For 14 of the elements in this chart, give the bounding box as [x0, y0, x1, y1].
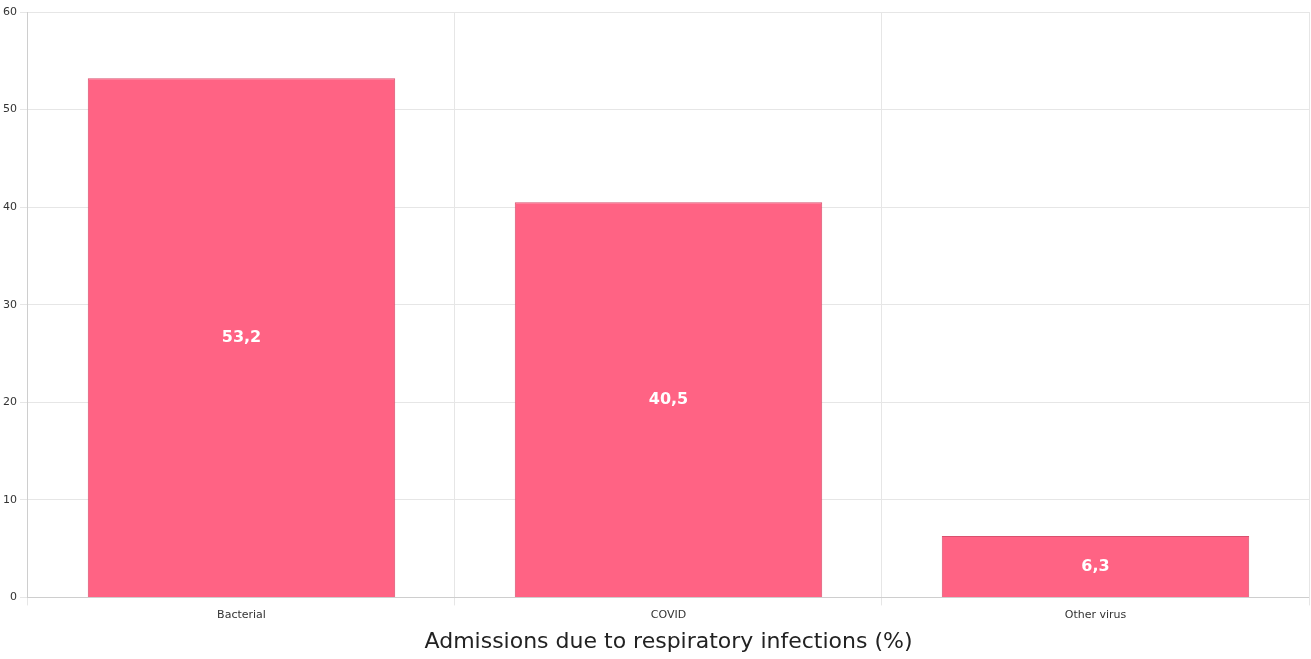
x-tick-label: Other virus: [1064, 607, 1127, 621]
y-tick-label: 0: [10, 590, 17, 604]
data-label: 53,2: [221, 326, 262, 346]
y-tick-label: 50: [3, 102, 17, 116]
data-label: 40,5: [648, 388, 689, 408]
y-tick-label: 10: [3, 492, 17, 506]
y-tick-label: 40: [3, 199, 17, 213]
y-tick-label: 60: [3, 4, 17, 18]
x-tick-label: COVID: [650, 607, 687, 621]
y-tick-label: 20: [3, 395, 17, 409]
x-axis-title: Admissions due to respiratory infections (%): [424, 627, 913, 653]
y-tick-label: 30: [3, 297, 17, 311]
data-label: 6,3: [1081, 555, 1110, 575]
x-tick-label: Bacterial: [217, 607, 266, 621]
